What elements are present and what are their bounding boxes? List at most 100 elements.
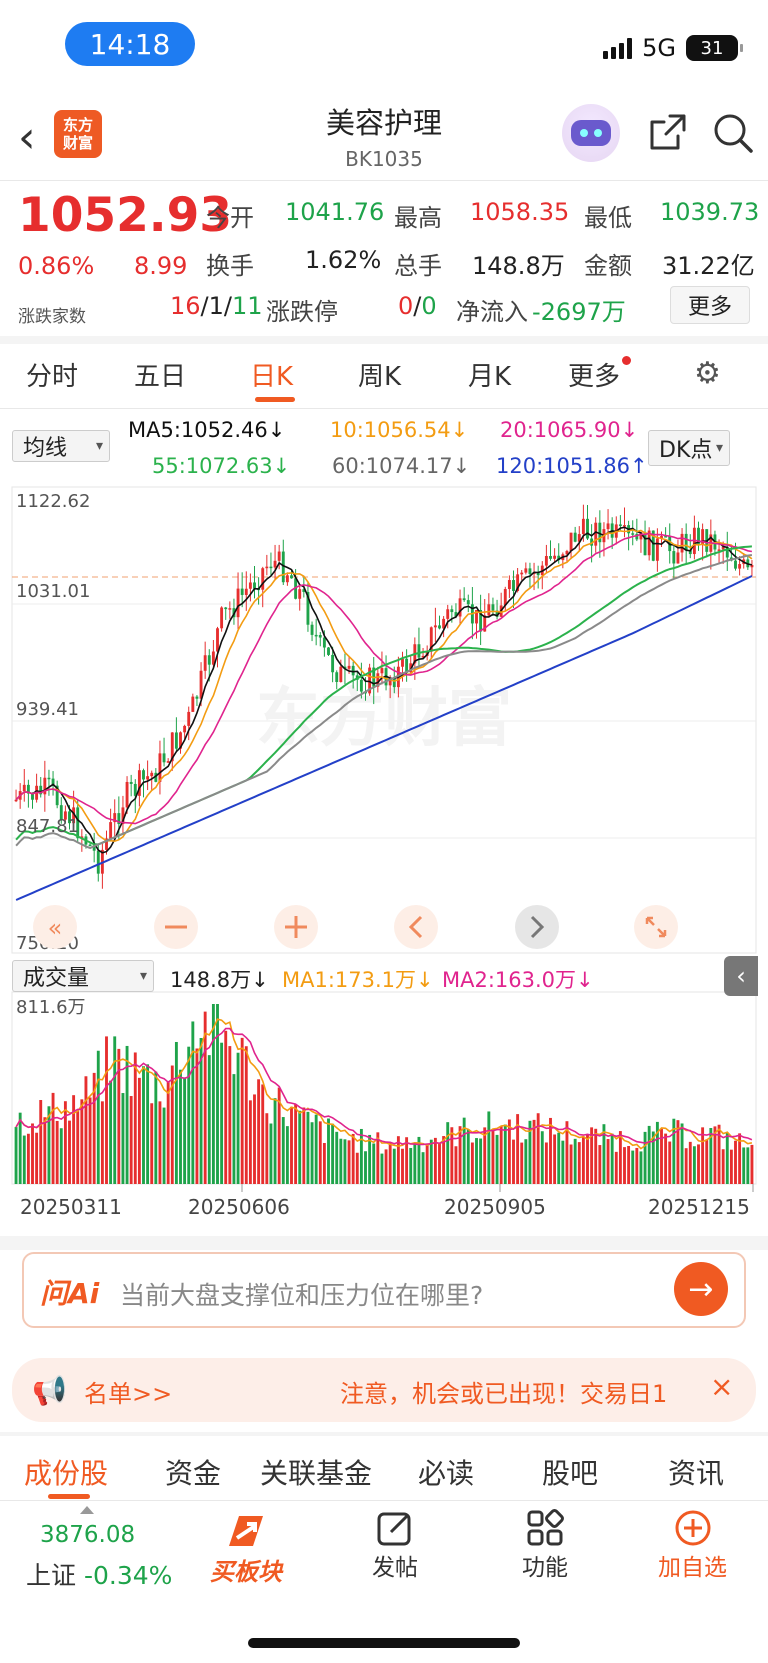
fullscreen-button[interactable] <box>634 905 678 949</box>
gear-icon[interactable]: ⚙ <box>694 356 721 391</box>
volume-panel-frame <box>11 991 757 1185</box>
tab-news[interactable]: 资讯 <box>668 1457 725 1490</box>
volume-bar <box>516 1114 520 1184</box>
dk-point-select[interactable]: DK点 <box>648 430 730 466</box>
search-icon[interactable] <box>712 112 754 158</box>
zoom-out-button[interactable] <box>154 905 198 949</box>
tab-underline <box>48 1494 90 1499</box>
index-ticker[interactable]: 上证 -0.34% <box>26 1556 172 1592</box>
volume-bar <box>22 1135 26 1184</box>
expand-up-icon[interactable] <box>80 1506 94 1514</box>
index-value[interactable]: 3876.08 <box>40 1522 136 1548</box>
volume-bar <box>265 1113 269 1184</box>
tab-daily-k[interactable]: 日K <box>250 362 294 392</box>
zoom-in-button[interactable] <box>274 905 318 949</box>
candle-body <box>643 532 647 556</box>
tab-must-read[interactable]: 必读 <box>418 1457 475 1490</box>
tab-weekly-k[interactable]: 周K <box>358 362 402 392</box>
post-button[interactable]: 发帖 <box>372 1508 418 1582</box>
candle-body <box>166 761 170 763</box>
next-button[interactable] <box>515 905 559 949</box>
ask-ai-input[interactable] <box>22 1252 746 1328</box>
back-icon[interactable]: ‹ <box>18 112 36 163</box>
candle-body <box>216 628 219 652</box>
candle-body <box>549 555 552 559</box>
buy-sector-icon <box>229 1516 263 1546</box>
candle-body <box>236 588 240 618</box>
previous-button[interactable] <box>394 905 438 949</box>
volume-bar <box>314 1114 318 1184</box>
indicator-select[interactable]: 均线 <box>12 430 110 462</box>
share-icon[interactable] <box>648 112 688 156</box>
divider-band <box>0 1432 768 1436</box>
candle-body <box>598 522 602 543</box>
volume-bar <box>483 1127 487 1184</box>
candle-body <box>466 600 470 605</box>
candle-body <box>339 666 343 683</box>
candle-body <box>429 627 433 652</box>
buy-sector-button[interactable]: 买板块 <box>210 1508 282 1587</box>
candle-body <box>306 591 310 625</box>
candle-body <box>487 604 491 616</box>
candle-body <box>39 785 43 795</box>
volume-bar <box>631 1150 635 1184</box>
divider-band <box>0 336 768 344</box>
add-watchlist-button[interactable]: 加自选 <box>658 1508 727 1582</box>
candle-body <box>590 538 594 546</box>
tab-forum[interactable]: 股吧 <box>542 1457 599 1490</box>
candle-body <box>347 665 351 669</box>
notice-link[interactable]: 名单>> <box>84 1380 173 1408</box>
candle-body <box>635 533 639 540</box>
candle-body <box>376 673 380 687</box>
volume-bar <box>524 1139 528 1184</box>
volume-bar <box>429 1139 433 1184</box>
volume-bar <box>39 1100 43 1184</box>
scroll-left-button[interactable]: « <box>33 905 77 949</box>
volume-bar <box>553 1134 557 1184</box>
divider <box>0 1500 768 1501</box>
volume-bar <box>170 1065 174 1184</box>
candle-body <box>528 568 532 575</box>
functions-button[interactable]: 功能 <box>522 1508 568 1582</box>
candle-body <box>72 807 76 824</box>
volume-bar <box>475 1138 478 1184</box>
tab-funds-flow[interactable]: 资金 <box>165 1457 222 1490</box>
candle-body <box>261 568 265 590</box>
open-value: 1041.76 <box>285 198 385 226</box>
collapse-panel-icon[interactable]: ‹ <box>724 956 758 996</box>
arrow-right-icon[interactable]: → <box>674 1262 728 1316</box>
tab-related-funds[interactable]: 关联基金 <box>260 1457 373 1490</box>
candle-body <box>51 778 55 786</box>
breadth-down: 11 <box>232 292 263 320</box>
close-icon[interactable]: × <box>710 1370 734 1403</box>
add-watchlist-label: 加自选 <box>658 1555 727 1581</box>
tab-five-day[interactable]: 五日 <box>134 362 187 392</box>
tab-monthly-k[interactable]: 月K <box>468 362 512 392</box>
candle-body <box>121 807 125 825</box>
kline-chart[interactable]: 东方财富 1122.62 1031.01 939.41 847.81 756.2… <box>0 0 768 1240</box>
tab-intraday[interactable]: 分时 <box>26 362 79 392</box>
candle-body <box>142 770 145 780</box>
tab-more[interactable]: 更多 <box>568 356 632 393</box>
tab-constituents[interactable]: 成份股 <box>24 1457 109 1490</box>
volume-bar <box>273 1098 277 1184</box>
candle-body <box>228 608 232 610</box>
more-button[interactable]: 更多 <box>670 286 750 324</box>
ask-ai-placeholder[interactable]: 当前大盘支撑位和压力位在哪里? <box>120 1281 484 1310</box>
volume-indicator-select[interactable]: 成交量 <box>12 960 154 992</box>
ask-ai-logo: 问Ai <box>40 1277 100 1310</box>
volume-bar <box>388 1142 392 1184</box>
volume-ma-group <box>15 1018 753 1150</box>
volume-bar <box>392 1148 396 1184</box>
notice-bar[interactable] <box>12 1358 756 1422</box>
volume-ma2-line <box>15 1027 753 1146</box>
svg-text:«: « <box>48 914 63 942</box>
volume-bar <box>113 1036 117 1184</box>
candle-body <box>68 811 71 824</box>
logo-line2: 财富 <box>62 134 93 152</box>
volume-bar <box>676 1120 680 1184</box>
candle-body <box>170 732 174 762</box>
ai-assistant-avatar-icon[interactable] <box>562 104 620 162</box>
volume-bar <box>725 1132 729 1184</box>
volume-bar <box>660 1128 663 1184</box>
